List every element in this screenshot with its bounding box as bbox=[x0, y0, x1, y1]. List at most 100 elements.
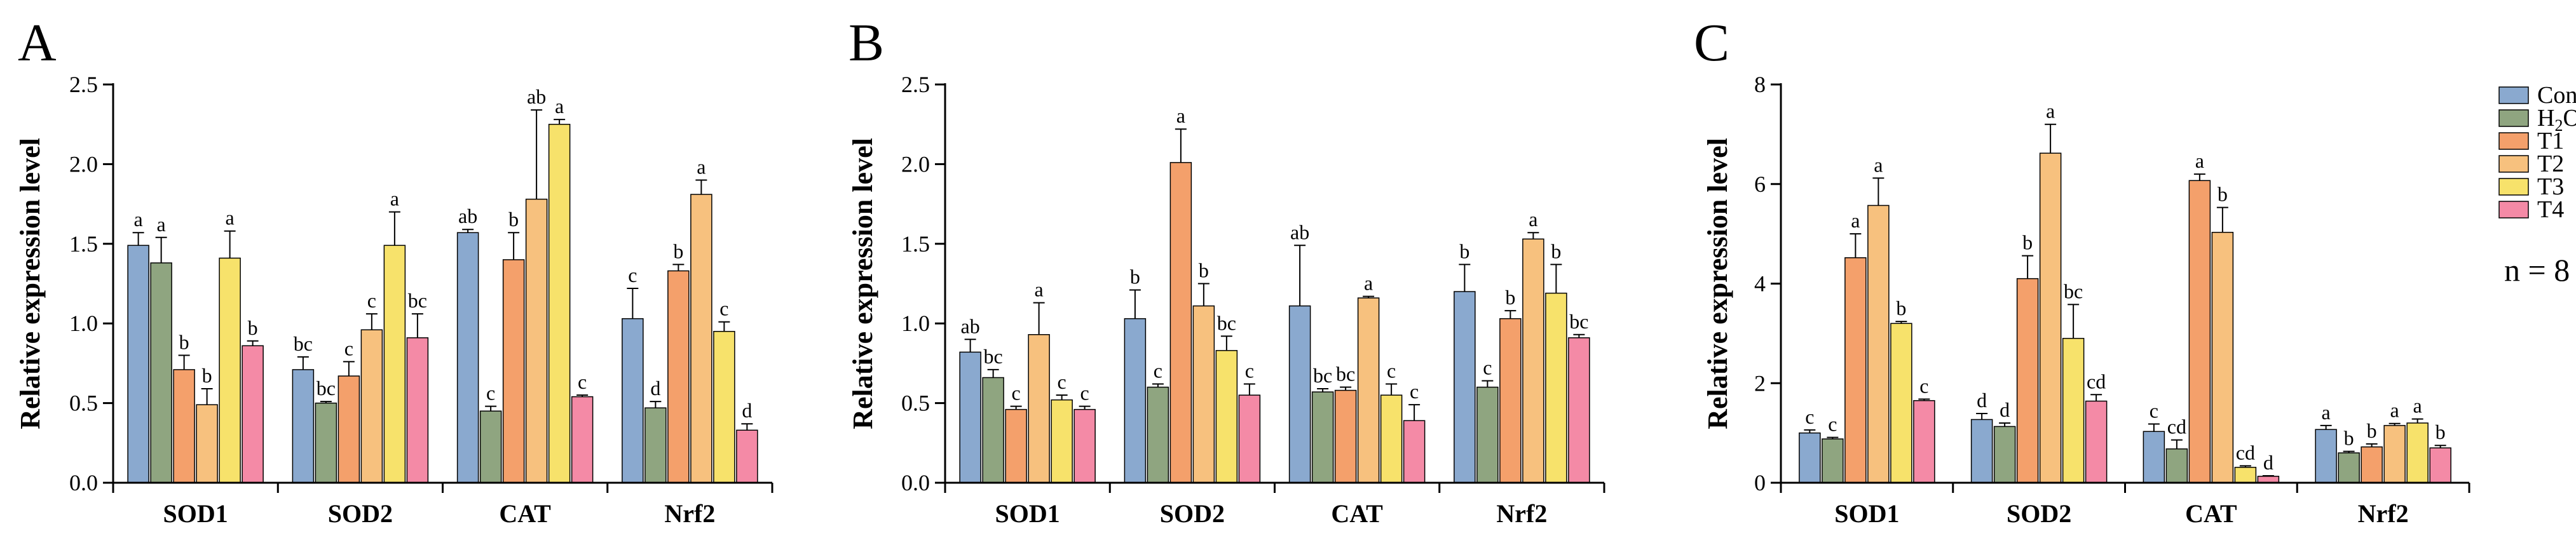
significance-letter: b bbox=[508, 208, 519, 231]
significance-letter: b bbox=[248, 316, 258, 339]
bar bbox=[1454, 291, 1476, 483]
significance-letter: c bbox=[367, 289, 376, 312]
bar bbox=[1568, 337, 1590, 483]
bar bbox=[2406, 422, 2429, 483]
bar bbox=[2361, 446, 2383, 483]
bar bbox=[571, 396, 594, 483]
significance-letter: cd bbox=[2236, 441, 2255, 464]
legend-swatch bbox=[2498, 201, 2529, 219]
bar bbox=[383, 245, 406, 483]
bar bbox=[1028, 334, 1050, 483]
significance-letter: d bbox=[650, 377, 660, 400]
legend-label: T4 bbox=[2537, 196, 2564, 223]
category-label: SOD1 bbox=[995, 499, 1060, 528]
bar bbox=[622, 318, 644, 483]
legend-swatch bbox=[2498, 109, 2529, 127]
significance-letter: a bbox=[1874, 153, 1883, 176]
panel-letter: A bbox=[18, 13, 57, 72]
bar bbox=[1073, 408, 1096, 483]
bar bbox=[150, 262, 172, 483]
significance-letter: bc bbox=[408, 289, 427, 312]
bar bbox=[1238, 394, 1261, 483]
significance-letter: b bbox=[1459, 239, 1469, 262]
y-tick-label: 1.5 bbox=[69, 231, 98, 257]
bar bbox=[959, 351, 981, 483]
significance-letter: ab bbox=[961, 314, 980, 337]
y-tick-label: 2.5 bbox=[901, 72, 930, 97]
bar bbox=[219, 257, 241, 483]
bar bbox=[1215, 350, 1238, 483]
bar bbox=[1334, 389, 1357, 483]
significance-letter: b bbox=[1551, 239, 1561, 262]
significance-letter: a bbox=[134, 208, 143, 231]
y-tick-label: 1.0 bbox=[69, 311, 98, 336]
significance-letter: ab bbox=[527, 85, 546, 108]
significance-letter: a bbox=[1035, 278, 1044, 301]
bar bbox=[1799, 432, 1821, 483]
significance-letter: a bbox=[697, 155, 705, 178]
y-axis-title: Relative expression level bbox=[847, 138, 878, 429]
bar bbox=[2429, 447, 2451, 483]
significance-letter: d bbox=[2000, 398, 2010, 421]
bar bbox=[1169, 162, 1192, 483]
significance-letter: c bbox=[1483, 356, 1492, 379]
significance-letter: b bbox=[202, 364, 212, 387]
category-label: SOD1 bbox=[1834, 499, 1899, 528]
bar bbox=[1311, 391, 1334, 483]
y-tick-label: 0 bbox=[1754, 470, 1766, 495]
bar bbox=[1357, 297, 1380, 483]
bar bbox=[1051, 399, 1073, 483]
legend-label: H2O2 bbox=[2537, 105, 2576, 135]
y-tick-label: 2.0 bbox=[69, 151, 98, 177]
bar bbox=[713, 330, 735, 483]
bar bbox=[525, 198, 548, 483]
significance-letter: cd bbox=[2167, 415, 2186, 438]
y-tick-label: 2.5 bbox=[69, 72, 98, 97]
bar bbox=[1499, 318, 1522, 483]
significance-letter: b bbox=[1896, 297, 1906, 320]
significance-letter: bc bbox=[2064, 279, 2083, 302]
significance-letter: c bbox=[1245, 360, 1254, 382]
bar bbox=[196, 404, 218, 483]
significance-letter: bc bbox=[1569, 310, 1588, 333]
bar bbox=[2257, 476, 2280, 483]
bar bbox=[2062, 337, 2085, 483]
significance-letter: b bbox=[2344, 427, 2354, 450]
legend-label: T1 bbox=[2537, 128, 2564, 154]
bar bbox=[690, 194, 712, 483]
y-tick-label: 0.5 bbox=[69, 391, 98, 416]
bar bbox=[1822, 438, 1844, 483]
legend-label: T2 bbox=[2537, 151, 2564, 177]
significance-letter: a bbox=[2413, 394, 2422, 417]
significance-letter: bc bbox=[1313, 364, 1332, 387]
bar bbox=[1192, 305, 1215, 483]
legend-swatch bbox=[2498, 86, 2529, 104]
y-axis-title: Relative expression level bbox=[1702, 138, 1733, 429]
significance-letter: c bbox=[344, 337, 353, 360]
significance-letter: a bbox=[390, 187, 399, 210]
category-label: CAT bbox=[2185, 499, 2237, 528]
significance-letter: a bbox=[1364, 272, 1373, 295]
significance-letter: c bbox=[1805, 405, 1814, 428]
significance-letter: c bbox=[1012, 382, 1021, 405]
y-tick-label: 0.0 bbox=[69, 470, 98, 495]
legend-label: T3 bbox=[2537, 173, 2564, 200]
bar bbox=[1403, 420, 1426, 483]
bar bbox=[1993, 426, 2016, 483]
bar bbox=[667, 270, 690, 483]
legend-label: Control bbox=[2537, 82, 2576, 109]
significance-letter: bc bbox=[984, 345, 1003, 368]
bar bbox=[548, 123, 571, 483]
category-label: Nrf2 bbox=[2358, 499, 2409, 528]
bar bbox=[1005, 408, 1027, 483]
significance-letter: d bbox=[742, 399, 752, 422]
bar bbox=[502, 259, 525, 483]
significance-letter: c bbox=[578, 370, 587, 393]
bar bbox=[982, 377, 1004, 483]
category-label: SOD1 bbox=[163, 499, 228, 528]
bar bbox=[1844, 257, 1867, 483]
bar bbox=[1522, 238, 1544, 483]
significance-letter: b bbox=[179, 330, 189, 353]
bar bbox=[456, 232, 479, 483]
y-tick-label: 1.5 bbox=[901, 231, 930, 257]
